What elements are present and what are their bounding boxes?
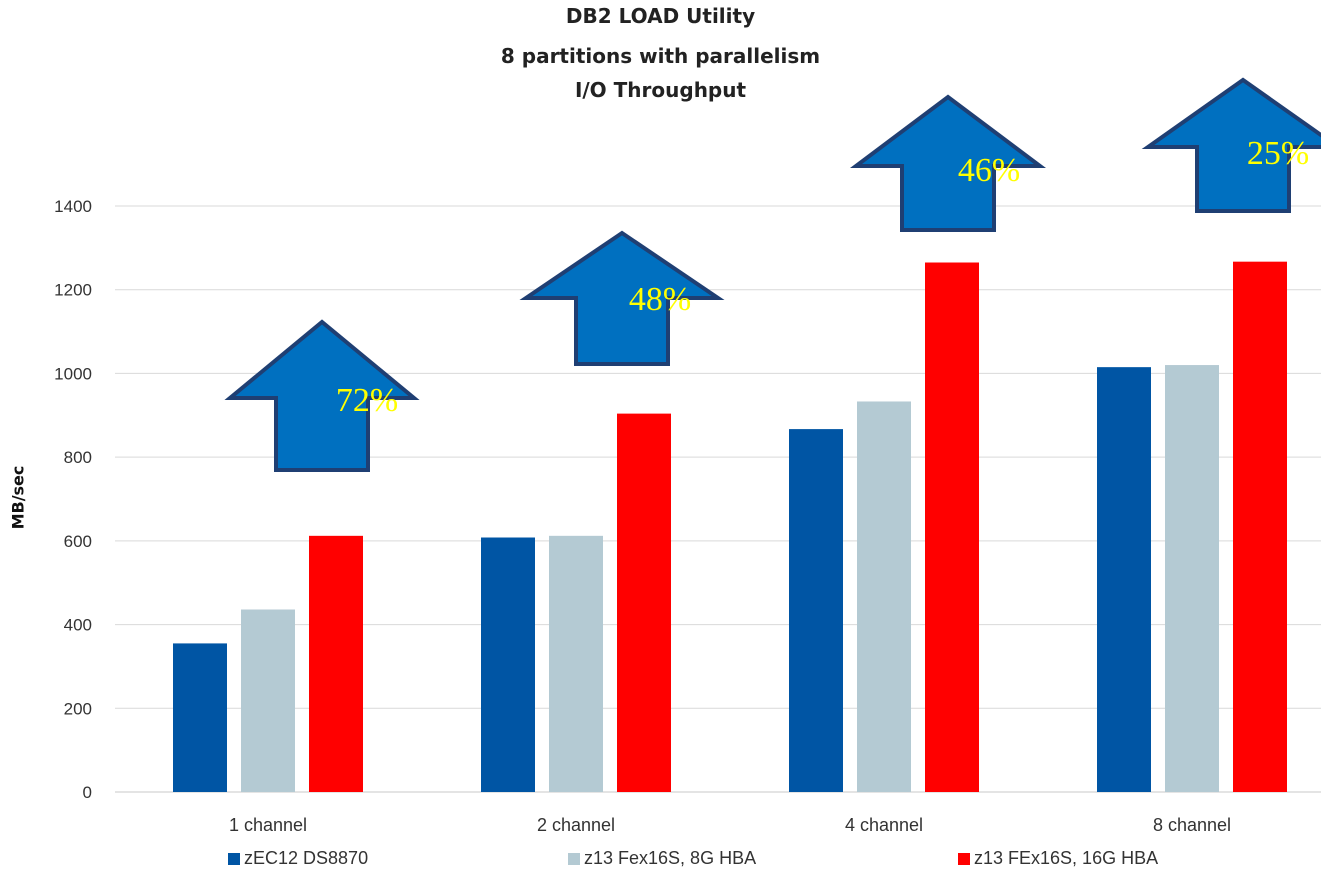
y-tick-label-1200: 1200 — [54, 281, 92, 300]
bar-2-2 — [925, 262, 979, 792]
bar-2-1 — [857, 401, 911, 792]
up-arrow-icon-0 — [224, 319, 420, 472]
chart-title-line-1: DB2 LOAD Utility — [565, 4, 756, 28]
bar-3-1 — [1165, 365, 1219, 792]
bar-1-1 — [549, 535, 603, 792]
legend-label-0: zEC12 DS8870 — [244, 848, 369, 868]
chart-title-line-2: 8 partitions with parallelism — [500, 44, 821, 68]
bar-0-2 — [309, 535, 363, 792]
bar-2-0 — [789, 429, 843, 792]
legend-label-1: z13 Fex16S, 8G HBA — [584, 848, 757, 868]
y-tick-label-800: 800 — [64, 448, 92, 467]
x-tick-label-2: 4 channel — [845, 815, 923, 835]
y-tick-label-1000: 1000 — [54, 364, 92, 383]
bar-1-0 — [481, 537, 535, 792]
y-tick-label-600: 600 — [64, 532, 92, 551]
x-tick-label-3: 8 channel — [1153, 815, 1231, 835]
up-arrow-icon-3 — [1141, 77, 1321, 213]
legend-swatch-2 — [958, 852, 970, 865]
up-arrow-icon-1 — [519, 230, 725, 366]
bar-0-1 — [241, 609, 295, 792]
x-tick-label-1: 2 channel — [537, 815, 615, 835]
bar-3-0 — [1097, 367, 1151, 792]
y-tick-label-400: 400 — [64, 616, 92, 635]
legend-swatch-1 — [568, 852, 580, 865]
annotation-label-2: 46% — [958, 152, 1020, 189]
chart-title-line-3: I/O Throughput — [574, 78, 747, 102]
legend-label-2: z13 FEx16S, 16G HBA — [974, 848, 1159, 868]
legend-item-0: zEC12 DS8870 — [228, 848, 368, 869]
annotation-label-3: 25% — [1247, 135, 1309, 172]
bar-1-2 — [617, 413, 671, 792]
annotation-label-0: 72% — [336, 382, 398, 419]
x-tick-label-0: 1 channel — [229, 815, 307, 835]
y-tick-label-1400: 1400 — [54, 197, 92, 216]
bar-3-2 — [1233, 261, 1287, 792]
up-arrow-icon-2 — [850, 94, 1046, 232]
y-tick-label-0: 0 — [83, 783, 92, 802]
annotation-label-1: 48% — [629, 281, 691, 318]
legend-item-1: z13 Fex16S, 8G HBA — [568, 848, 756, 869]
y-tick-label-200: 200 — [64, 699, 92, 718]
legend-item-2: z13 FEx16S, 16G HBA — [958, 848, 1158, 869]
legend-swatch-0 — [228, 852, 240, 865]
bar-0-0 — [173, 643, 227, 792]
